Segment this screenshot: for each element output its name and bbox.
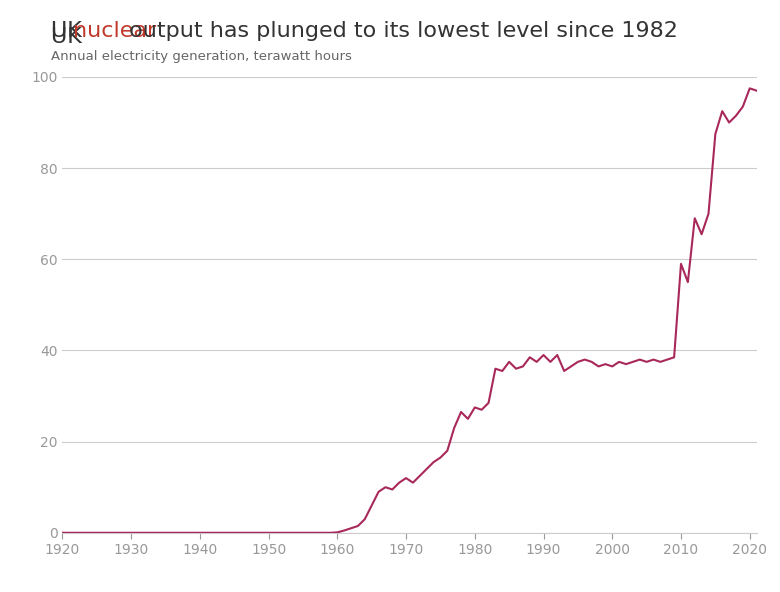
- Text: UK: UK: [51, 21, 89, 41]
- Text: Annual electricity generation, terawatt hours: Annual electricity generation, terawatt …: [51, 50, 352, 63]
- Text: UK: UK: [51, 27, 89, 47]
- Text: nuclear: nuclear: [73, 21, 156, 41]
- Text: output has plunged to its lowest level since 1982: output has plunged to its lowest level s…: [122, 21, 678, 41]
